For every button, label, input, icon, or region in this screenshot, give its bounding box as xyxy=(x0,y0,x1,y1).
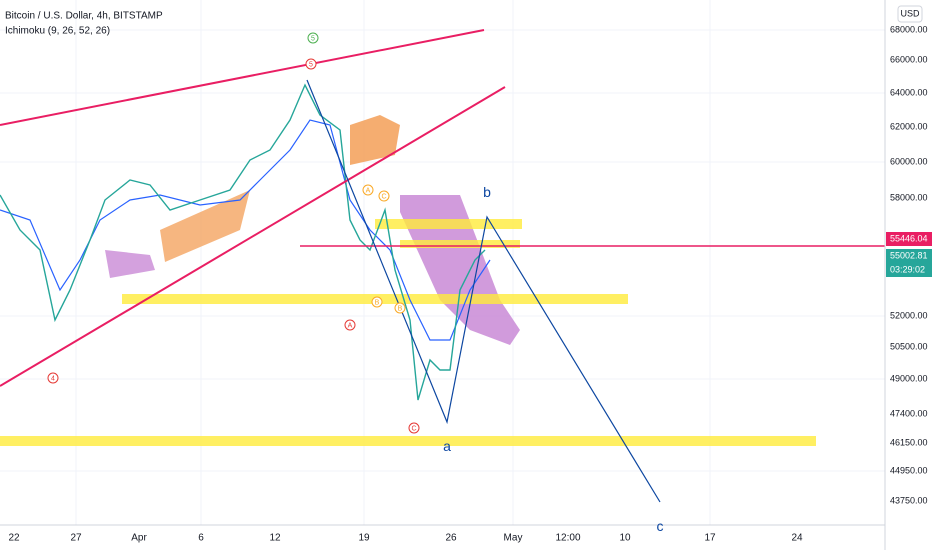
time-tick-label: May xyxy=(504,533,523,544)
wave-label: A xyxy=(366,187,371,194)
price-label-bg xyxy=(886,263,932,277)
wave-marker xyxy=(371,296,383,308)
trend-line xyxy=(0,29,485,126)
zone xyxy=(375,219,522,229)
wave-label: C xyxy=(411,425,416,432)
time-tick-label: 22 xyxy=(8,533,20,544)
price-tick-label: 52000.00 xyxy=(890,310,928,320)
trend-line xyxy=(0,86,506,387)
currency-button[interactable] xyxy=(897,5,923,23)
time-tick-label: 24 xyxy=(791,533,803,544)
price-label-bg xyxy=(886,249,932,263)
wave-path xyxy=(306,79,661,503)
zone xyxy=(400,240,520,248)
price-label: 55002.81 xyxy=(890,250,928,260)
symbol-title: Bitcoin / U.S. Dollar, 4h, BITSTAMP xyxy=(5,11,163,22)
indicator-title: Ichimoku (9, 26, 52, 26) xyxy=(5,26,110,37)
wave-label: B xyxy=(398,305,403,312)
price-tick-label: 68000.00 xyxy=(890,24,928,34)
cloud xyxy=(105,250,155,278)
time-tick-label: 27 xyxy=(70,533,82,544)
cloud xyxy=(400,195,520,345)
price-tick-label: 46150.00 xyxy=(890,437,928,447)
wave-label: 4 xyxy=(51,375,55,382)
wave-marker xyxy=(378,190,390,202)
wave-marker xyxy=(408,422,420,434)
time-tick-label: 26 xyxy=(445,533,457,544)
wave-marker xyxy=(394,302,406,314)
wave-label: b xyxy=(483,184,491,200)
time-tick-label: 12:00 xyxy=(555,533,580,544)
price-tick-label: 50500.00 xyxy=(890,341,928,351)
wave-marker xyxy=(362,184,374,196)
price-tick-label: 43750.00 xyxy=(890,495,928,505)
price-tick-label: 58000.00 xyxy=(890,192,928,202)
wave-marker xyxy=(344,319,356,331)
time-tick-label: 12 xyxy=(269,533,281,544)
time-tick-label: 17 xyxy=(704,533,716,544)
wave-label: B xyxy=(375,299,380,306)
price-tick-label: 44950.00 xyxy=(890,465,928,475)
price-tick-label: 64000.00 xyxy=(890,87,928,97)
wave-label: A xyxy=(348,322,353,329)
zone xyxy=(0,436,816,446)
time-tick-label: 6 xyxy=(198,533,204,544)
time-tick-label: 19 xyxy=(358,533,370,544)
wave-marker xyxy=(47,372,59,384)
price-label: 55446.04 xyxy=(890,233,928,243)
price-line xyxy=(0,83,486,401)
currency[interactable]: USD xyxy=(900,8,920,18)
wave-label: a xyxy=(443,438,451,454)
wave-label: 5 xyxy=(311,35,315,42)
price-tick-label: 47400.00 xyxy=(890,408,928,418)
time-tick-label: Apr xyxy=(131,533,147,544)
price-tick-label: 60000.00 xyxy=(890,156,928,166)
wave-marker xyxy=(305,58,317,70)
wave-label: 5 xyxy=(309,61,313,68)
wave-marker xyxy=(307,32,319,44)
cloud xyxy=(350,115,400,165)
price-label-bg xyxy=(886,232,932,246)
price-tick-label: 66000.00 xyxy=(890,54,928,64)
wave-label: C xyxy=(381,193,386,200)
cloud xyxy=(160,190,250,262)
price-tick-label: 62000.00 xyxy=(890,121,928,131)
price-tick-label: 49000.00 xyxy=(890,373,928,383)
time-tick-label: 10 xyxy=(619,533,631,544)
wave-label: c xyxy=(657,518,664,534)
price-label: 03:29:02 xyxy=(890,264,925,274)
